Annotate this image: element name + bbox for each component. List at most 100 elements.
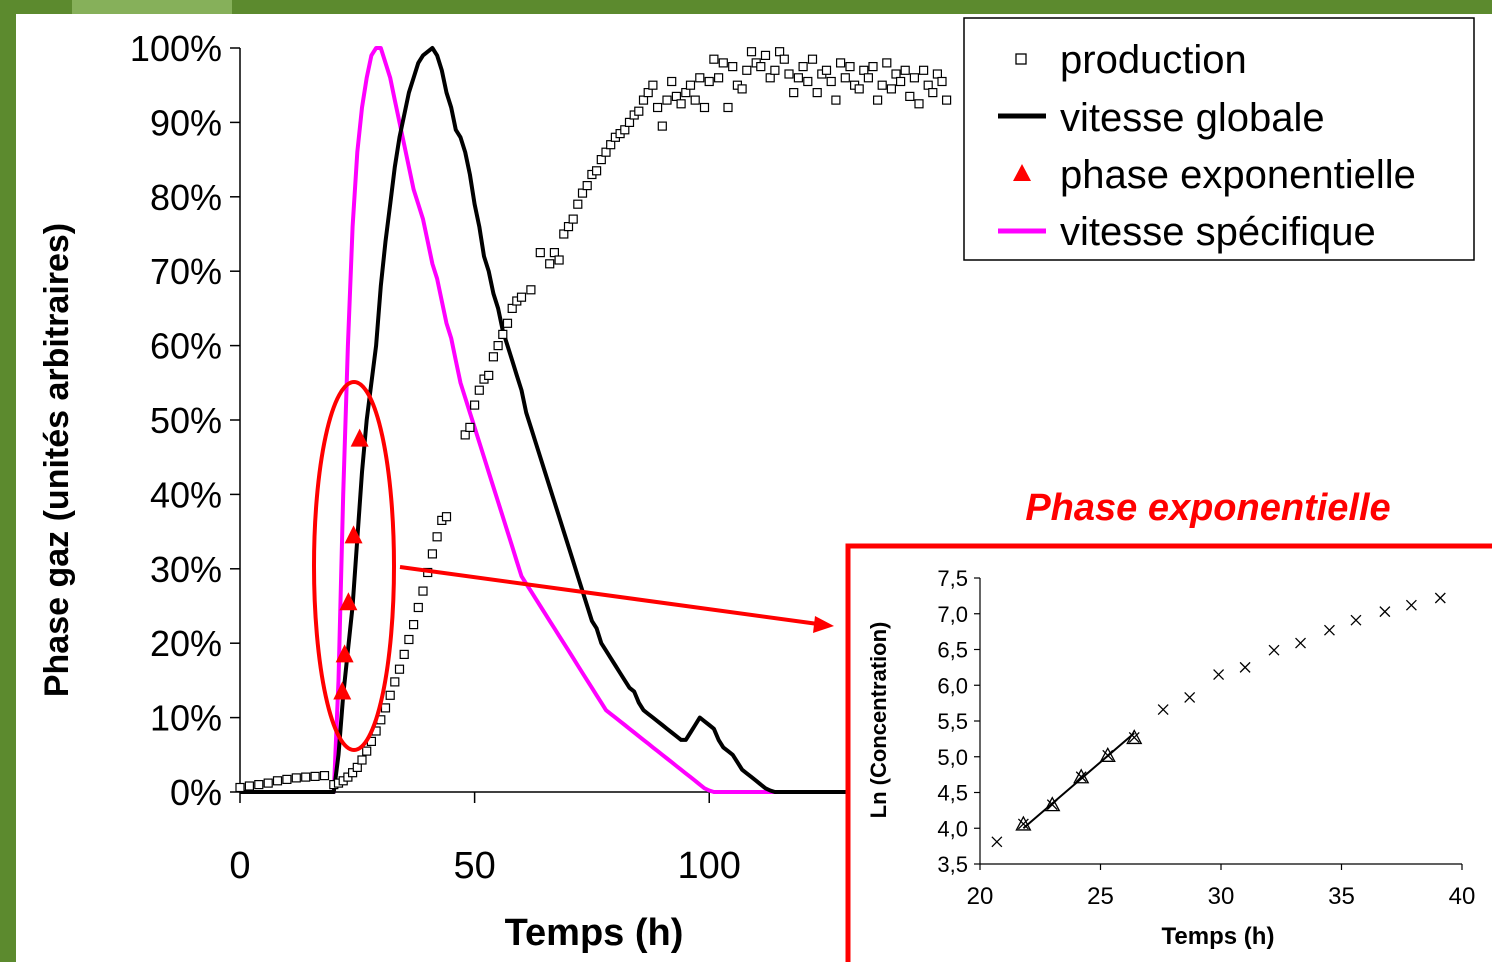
production-point: [244, 781, 254, 791]
inset-y-tick-label: 6,5: [937, 638, 968, 663]
production-point: [390, 677, 400, 687]
production-point: [554, 255, 564, 265]
production-point: [606, 140, 616, 150]
inset-y-tick-label: 5,5: [937, 709, 968, 734]
production-point: [681, 87, 691, 98]
production-point: [770, 65, 780, 75]
inset-panel: [845, 543, 1492, 967]
production-point: [465, 422, 475, 432]
production-point: [535, 248, 545, 258]
inset-y-tick-label: 7,5: [937, 566, 968, 591]
phase-exponentielle-point: [335, 644, 354, 663]
inset-x-tick-label: 25: [1087, 883, 1114, 910]
production-point: [301, 772, 311, 782]
production-point: [413, 602, 423, 613]
production-point: [685, 80, 696, 90]
production-point: [863, 73, 874, 83]
production-point: [545, 259, 555, 269]
production-point: [385, 690, 395, 700]
inset-cross-point: [1350, 614, 1362, 626]
production-point: [272, 776, 283, 786]
x-tick-label: 0: [229, 845, 250, 887]
production-point: [620, 125, 630, 135]
production-point: [648, 80, 658, 90]
inset-cross-point: [1017, 818, 1029, 830]
production-point: [859, 65, 869, 75]
production-point: [568, 214, 578, 224]
phase-exponentielle-point: [344, 525, 363, 544]
frame-tab: [72, 0, 232, 14]
legend-phase-exponentielle-label: phase exponentielle: [1060, 153, 1416, 197]
y-tick-label: 70%: [150, 251, 222, 292]
production-point: [516, 292, 527, 302]
production-point: [868, 61, 878, 72]
inset-cross-point: [1323, 624, 1335, 636]
production-point: [319, 770, 330, 781]
production-point: [441, 512, 452, 522]
inset-cross-point: [1268, 644, 1280, 656]
production-point: [928, 87, 938, 98]
inset-cross-point: [1128, 731, 1140, 743]
inset-y-tick-label: 7,0: [937, 602, 968, 627]
production-point: [779, 54, 789, 64]
production-point: [352, 762, 362, 773]
inset-x-axis-label: Temps (h): [1162, 923, 1275, 950]
production-point: [891, 69, 901, 79]
production-point: [624, 117, 635, 128]
x-tick-label: 100: [678, 845, 741, 887]
production-point: [404, 634, 414, 645]
production-point: [357, 755, 367, 765]
highlight-annotation: [312, 380, 834, 752]
production-point: [760, 50, 771, 61]
inset-triangle-point: [1015, 815, 1032, 831]
legend-production-label: production: [1060, 38, 1247, 82]
production-point: [737, 84, 747, 94]
production-point: [895, 76, 906, 87]
production-point: [831, 95, 841, 105]
production-point: [784, 69, 794, 79]
production-point: [591, 166, 602, 176]
y-tick-label: 80%: [150, 177, 222, 218]
y-tick-label: 90%: [150, 102, 222, 143]
production-point: [872, 95, 883, 105]
legend: production vitesse globale phase exponen…: [963, 17, 1475, 261]
production-point: [807, 54, 818, 64]
inset-y-tick-label: 6,0: [937, 673, 968, 698]
legend-vitesse-specifique-label: vitesse spécifique: [1060, 210, 1376, 254]
production-point: [676, 99, 686, 109]
production-point: [728, 61, 738, 72]
production-point: [690, 95, 700, 105]
phase-exponentielle-point: [333, 681, 352, 700]
inset-triangle-point: [1044, 796, 1061, 812]
production-point: [460, 430, 470, 440]
x-tick-label: 50: [453, 845, 495, 887]
production-point: [709, 54, 719, 64]
production-point: [713, 73, 724, 83]
legend-vitesse-globale-label: vitesse globale: [1060, 96, 1325, 140]
exponential-phase-ellipse: [312, 380, 396, 752]
inset-title: Phase exponentielle: [1025, 487, 1390, 529]
production-point: [418, 586, 428, 596]
production-point: [909, 73, 920, 83]
production-point: [502, 318, 513, 328]
production-point: [488, 352, 498, 362]
production-point: [941, 95, 952, 105]
y-tick-label: 10%: [150, 698, 222, 739]
production-point: [918, 65, 929, 75]
production-point: [582, 181, 592, 191]
production-point: [348, 768, 358, 778]
production-point: [638, 95, 649, 105]
y-tick-label: 40%: [150, 474, 222, 515]
inset-cross-point: [1405, 599, 1417, 611]
inset-y-tick-label: 4,0: [937, 816, 968, 841]
inset-triangle-point: [1099, 746, 1116, 762]
series-vitesse-specifique-line: [240, 46, 850, 794]
production-point: [498, 329, 508, 339]
y-tick-label: 20%: [150, 623, 222, 664]
production-point: [793, 73, 804, 83]
production-point: [394, 664, 405, 674]
y-tick-label: 50%: [150, 400, 222, 441]
production-point: [573, 199, 583, 209]
